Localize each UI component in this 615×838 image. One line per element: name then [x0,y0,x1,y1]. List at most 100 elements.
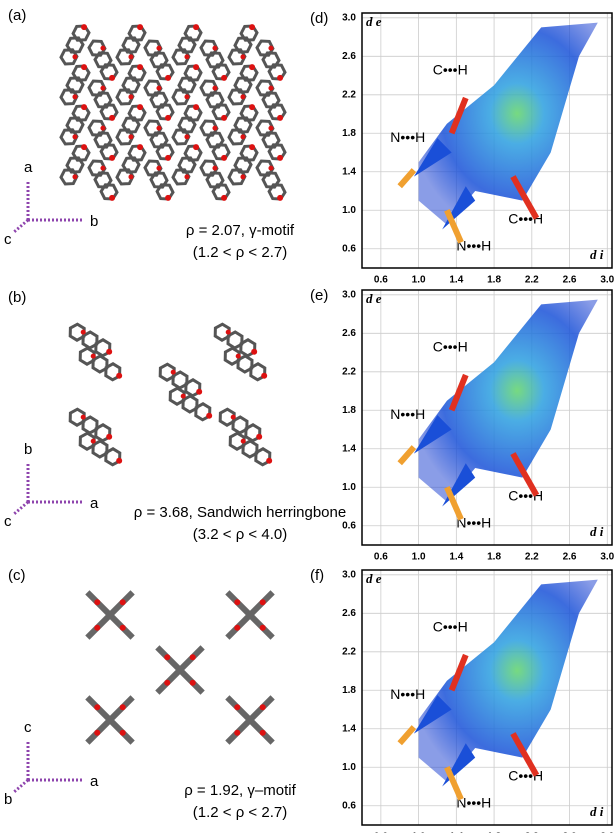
oxygen [193,24,200,31]
oxygen [119,729,126,736]
oxygen [277,194,284,201]
oxygen [196,388,203,395]
axis-letter: a [90,495,99,512]
ring [261,51,281,69]
y-tick-label: 0.6 [342,800,356,811]
y-tick-label: 3.0 [342,289,356,300]
ring [261,131,281,149]
oxygen [268,85,274,91]
y-tick-label: 2.2 [342,646,356,657]
x-tick-label: 1.4 [449,552,463,563]
ring [211,103,231,121]
caption: ρ = 3.68, Sandwich herringbone [134,504,346,521]
panel-label: (a) [8,7,26,24]
arrow [444,209,464,244]
oxygen [137,144,144,151]
y-tick-label: 2.2 [342,89,356,100]
panel-label: (c) [8,567,26,584]
ring [71,64,91,82]
y-label: d e [366,291,382,306]
x-tick-label: 1.8 [487,275,501,286]
panel-label: (b) [8,289,26,306]
y-label: d e [366,14,382,29]
axis-letter: b [90,213,98,230]
annotation: N•••H [390,406,425,422]
oxygen [156,85,162,91]
oxygen [234,729,241,736]
oxygen [164,654,171,661]
ring [261,91,281,109]
ring [218,407,236,427]
ring [93,171,113,189]
caption: (1.2 < ρ < 2.7) [193,804,287,821]
ring [261,171,281,189]
ring [239,24,259,42]
ring [233,116,253,134]
y-tick-label: 1.8 [342,128,356,139]
panel-label: (e) [310,287,328,304]
oxygen [106,348,113,355]
oxygen [251,348,258,355]
oxygen [189,679,196,686]
oxygen [119,599,126,606]
ring [177,76,197,94]
y-tick-label: 1.0 [342,482,356,493]
oxygen [261,372,268,379]
oxygen [100,165,106,171]
y-tick-label: 1.4 [342,166,356,177]
ring [228,431,246,451]
ring [121,116,141,134]
oxygen [249,144,256,151]
ring [155,63,175,81]
oxygen [234,599,241,606]
ring [267,183,287,201]
oxygen [156,45,162,51]
oxygen [81,64,88,71]
oxygen [212,125,218,131]
oxygen [184,54,190,60]
y-tick-label: 1.0 [342,762,356,773]
oxygen [212,165,218,171]
ring [93,131,113,149]
oxygen [240,94,246,100]
ring [183,104,203,122]
oxygen [249,24,256,31]
ring [211,183,231,201]
annotation: N•••H [390,686,425,702]
crystal-packing [68,322,273,467]
arrow [510,732,540,777]
y-tick-label: 3.0 [342,569,356,580]
ring [205,171,225,189]
y-tick-label: 2.6 [342,608,356,619]
y-tick-label: 2.6 [342,51,356,62]
ring [99,143,119,161]
spike [413,695,452,734]
oxygen [259,704,266,711]
ring [205,91,225,109]
axis-letter: a [24,159,33,176]
caption: (1.2 < ρ < 2.7) [193,244,287,261]
y-tick-label: 1.8 [342,685,356,696]
axis-letter: c [4,231,12,248]
oxygen [109,194,116,201]
oxygen [240,54,246,60]
arrow [510,452,540,497]
ring [121,36,141,54]
oxygen [249,104,256,111]
fingerprint-cloud [418,579,598,782]
crystal-packing [85,590,275,745]
ring [99,103,119,121]
x-tick-label: 2.2 [525,552,539,563]
oxygen [94,599,101,606]
caption: (3.2 < ρ < 4.0) [193,526,287,543]
oxygen [94,624,101,631]
oxygen [221,74,228,81]
caption: ρ = 2.07, γ-motif [186,222,295,239]
oxygen [259,624,266,631]
ring [181,394,199,414]
ring [177,156,197,174]
fingerprint-cloud [418,22,598,225]
axis-line [13,778,29,794]
spike [413,138,452,177]
